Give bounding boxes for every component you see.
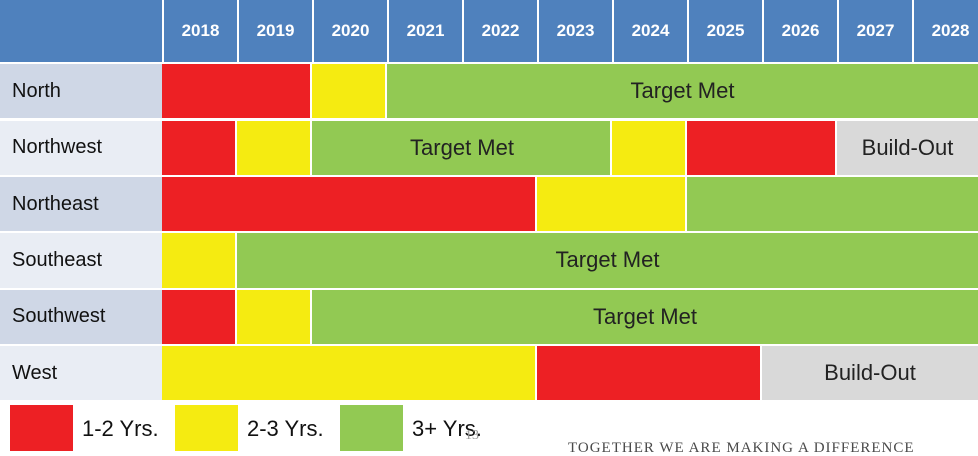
segment: [312, 289, 978, 344]
row-label: West: [0, 346, 162, 401]
year-header: 2025: [687, 0, 762, 62]
footer-text: TOGETHER WE ARE MAKING A DIFFERENCE: [568, 440, 915, 456]
header-corner: [0, 0, 162, 62]
segment-label: Target Met: [593, 303, 697, 329]
legend-label: 1-2 Yrs.: [82, 416, 159, 441]
row-label: Southwest: [0, 289, 162, 344]
year-header: 2024: [612, 0, 687, 62]
row-label: Southeast: [0, 233, 162, 288]
year-header: 2023: [537, 0, 612, 62]
segment: [387, 64, 978, 119]
segment: [687, 120, 837, 175]
year-header: 2021: [387, 0, 462, 62]
row-label: Northeast: [0, 177, 162, 232]
year-header: 2026: [762, 0, 837, 62]
row-label: Northwest: [0, 120, 162, 175]
segment-label: Build-Out: [824, 360, 916, 386]
segment-label: Build-Out: [861, 134, 954, 160]
segment: [537, 177, 687, 232]
year-header: 2027: [837, 0, 912, 62]
segment: [237, 289, 312, 344]
segment: [612, 120, 687, 175]
segment-label: Target Met: [555, 247, 660, 273]
year-header: 2018: [162, 0, 237, 62]
segment-label: Target Met: [410, 134, 514, 160]
legend-label: 2-3 Yrs.: [247, 416, 324, 441]
segment: [162, 64, 312, 119]
segment-label: Target Met: [630, 78, 735, 104]
year-header: 2019: [237, 0, 312, 62]
legend-swatch: [175, 405, 238, 451]
segment: [237, 233, 978, 288]
segment: [162, 120, 237, 175]
segment: [162, 233, 237, 288]
segment: [237, 120, 312, 175]
segment: [312, 120, 612, 175]
segment: [537, 346, 762, 401]
segment: [162, 346, 537, 401]
year-header: 2020: [312, 0, 387, 62]
segment: [762, 346, 978, 401]
row-label: North: [0, 64, 162, 119]
segment: [312, 64, 387, 119]
legend-swatch: [340, 405, 403, 451]
segment: [687, 177, 978, 232]
year-header: 2028: [912, 0, 978, 62]
segment: [162, 289, 237, 344]
segment: [162, 177, 537, 232]
legend-label: 3+ Yrs.: [412, 416, 482, 441]
segment: [837, 120, 978, 175]
page-number: 13: [465, 428, 479, 443]
legend-swatch: [10, 405, 73, 451]
year-header: 2022: [462, 0, 537, 62]
